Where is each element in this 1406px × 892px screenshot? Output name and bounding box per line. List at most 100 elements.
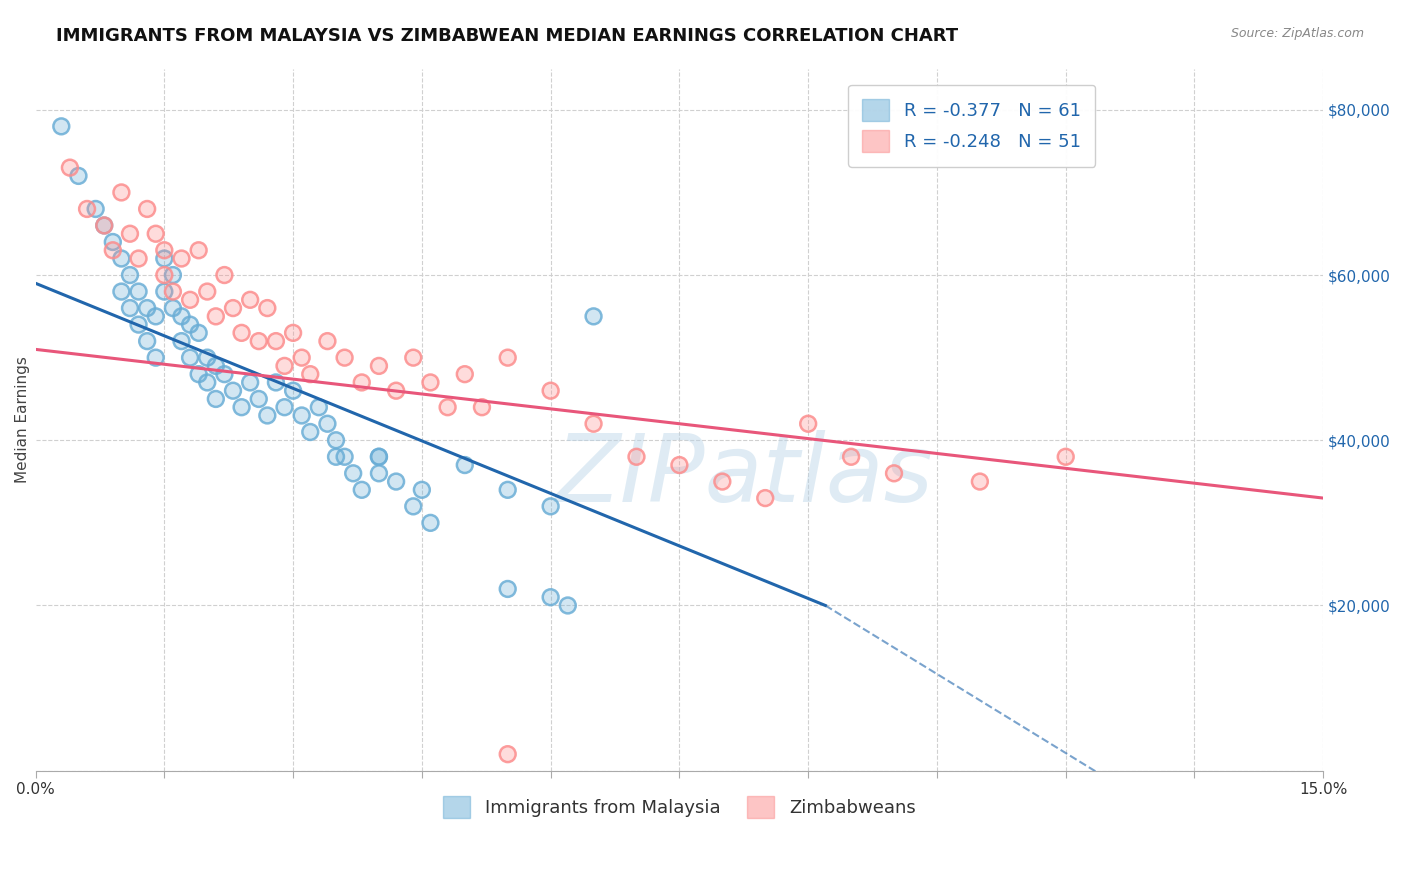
Point (153, 285, 176, 299)
Point (231, 326, 253, 340)
Point (145, 351, 167, 365)
Point (411, 483, 433, 497)
Point (118, 227, 141, 241)
Point (281, 326, 304, 340)
Point (101, 244, 124, 258)
Point (67, 169, 90, 183)
Point (179, 293, 201, 307)
Point (385, 384, 408, 398)
Point (368, 359, 391, 373)
Point (1054, 450, 1077, 464)
Point (195, 376, 218, 390)
Point (247, 392, 270, 406)
Point (419, 516, 441, 530)
Point (582, 417, 605, 431)
Point (496, 483, 519, 497)
Point (626, 450, 648, 464)
Point (205, 359, 228, 373)
Point (256, 301, 278, 315)
Point (969, 475, 991, 489)
Point (883, 467, 905, 481)
Point (128, 252, 150, 266)
Text: ZIPatlas: ZIPatlas (555, 430, 932, 521)
Point (754, 491, 776, 505)
Point (582, 417, 605, 431)
Point (136, 202, 159, 216)
Point (402, 500, 425, 514)
Point (247, 334, 270, 348)
Point (128, 285, 150, 299)
Point (170, 334, 193, 348)
Point (179, 351, 201, 365)
Point (273, 359, 295, 373)
Point (454, 458, 477, 472)
Point (195, 376, 218, 390)
Point (231, 401, 253, 415)
Point (496, 747, 519, 761)
Point (350, 376, 373, 390)
Point (205, 359, 228, 373)
Point (333, 351, 356, 365)
Point (256, 409, 278, 423)
Point (59, 161, 82, 175)
Point (214, 367, 236, 381)
Point (325, 434, 347, 448)
Point (179, 351, 201, 365)
Point (711, 475, 734, 489)
Point (110, 252, 132, 266)
Point (291, 409, 314, 423)
Point (170, 310, 193, 324)
Point (231, 401, 253, 415)
Point (179, 318, 201, 332)
Point (436, 401, 458, 415)
Point (419, 516, 441, 530)
Point (162, 268, 184, 282)
Point (170, 334, 193, 348)
Point (205, 392, 228, 406)
Point (839, 450, 862, 464)
Point (368, 467, 391, 481)
Point (454, 367, 477, 381)
Point (281, 384, 304, 398)
Point (350, 376, 373, 390)
Point (153, 268, 176, 282)
Point (454, 458, 477, 472)
Y-axis label: Median Earnings: Median Earnings (15, 356, 30, 483)
Point (195, 285, 218, 299)
Point (101, 244, 124, 258)
Point (101, 235, 124, 249)
Point (291, 351, 314, 365)
Point (153, 244, 176, 258)
Point (214, 367, 236, 381)
Point (471, 401, 494, 415)
Point (281, 326, 304, 340)
Point (205, 310, 228, 324)
Point (540, 384, 562, 398)
Point (281, 384, 304, 398)
Point (162, 285, 184, 299)
Point (419, 376, 441, 390)
Point (557, 599, 579, 613)
Point (496, 351, 519, 365)
Point (540, 500, 562, 514)
Text: IMMIGRANTS FROM MALAYSIA VS ZIMBABWEAN MEDIAN EARNINGS CORRELATION CHART: IMMIGRANTS FROM MALAYSIA VS ZIMBABWEAN M… (56, 27, 959, 45)
Point (128, 318, 150, 332)
Legend: Immigrants from Malaysia, Zimbabweans: Immigrants from Malaysia, Zimbabweans (436, 789, 922, 825)
Point (118, 301, 141, 315)
Point (145, 310, 167, 324)
Point (187, 367, 209, 381)
Point (51, 120, 73, 134)
Point (136, 334, 159, 348)
Point (179, 293, 201, 307)
Point (76, 202, 98, 216)
Point (222, 301, 245, 315)
Point (136, 301, 159, 315)
Point (264, 376, 287, 390)
Point (179, 318, 201, 332)
Point (1054, 450, 1077, 464)
Point (247, 334, 270, 348)
Point (496, 747, 519, 761)
Point (84, 202, 107, 216)
Point (368, 359, 391, 373)
Point (195, 285, 218, 299)
